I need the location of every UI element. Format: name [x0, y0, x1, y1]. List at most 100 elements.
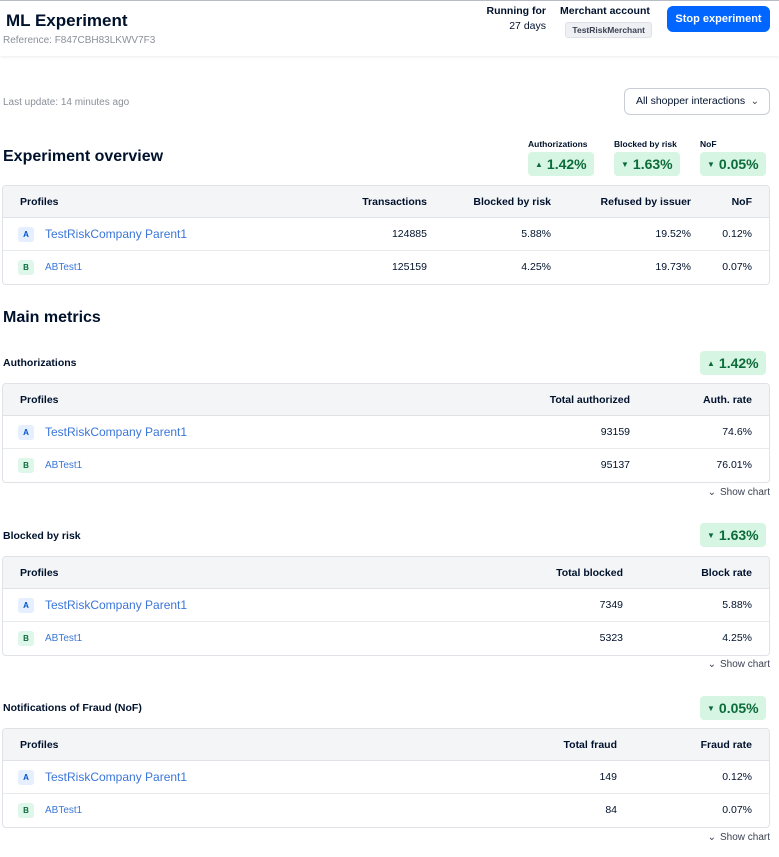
running-info: Running for 27 days	[486, 5, 546, 32]
table-row: A TestRiskCompany Parent1 149 0.12%	[3, 761, 769, 794]
arrow-up-icon: ▲	[535, 160, 543, 169]
blocked-value: 5.88%	[521, 228, 551, 240]
total-value: 7349	[599, 599, 623, 611]
chevron-down-icon: ⌄	[707, 487, 716, 498]
kpi-authorizations: Authorizations ▲ 1.42%	[528, 139, 594, 176]
col-total: Total authorized	[549, 394, 630, 406]
rate-value: 4.25%	[722, 632, 752, 644]
total-value: 5323	[599, 632, 623, 644]
show-chart-button[interactable]: ⌄ Show chart	[707, 487, 770, 498]
blocked-by-risk-table: Profiles Total blocked Block rate A Test…	[2, 556, 770, 656]
arrow-down-icon: ▼	[707, 160, 715, 169]
kpi-label: Authorizations	[528, 139, 588, 149]
transactions-value: 125159	[391, 261, 427, 273]
table-row: A TestRiskCompany Parent1 93159 74.6%	[3, 416, 769, 449]
table-row: A TestRiskCompany Parent1 7349 5.88%	[3, 589, 769, 622]
profile-tag: A	[18, 598, 34, 613]
section-badge: ▼ 1.63%	[700, 523, 766, 547]
table-header: Profiles Total authorized Auth. rate	[3, 384, 769, 416]
main-metrics-title: Main metrics	[3, 309, 101, 326]
rate-value: 76.01%	[716, 459, 752, 471]
total-value: 93159	[600, 426, 630, 438]
running-value: 27 days	[509, 20, 546, 32]
profile-link[interactable]: ABTest1	[45, 460, 83, 471]
arrow-down-icon: ▼	[707, 531, 715, 540]
authorizations-table: Profiles Total authorized Auth. rate A T…	[2, 383, 770, 483]
nof-table: Profiles Total fraud Fraud rate A TestRi…	[2, 728, 770, 828]
table-header: Profiles Transactions Blocked by risk Re…	[3, 186, 769, 218]
col-blocked-by-risk: Blocked by risk	[473, 196, 551, 208]
merchant-label: Merchant account	[560, 5, 650, 17]
profile-tag: B	[18, 631, 34, 646]
select-value: All shopper interactions	[636, 95, 746, 107]
merchant-tag: TestRiskMerchant	[565, 22, 652, 38]
section-title: Blocked by risk	[3, 530, 81, 542]
rate-value: 74.6%	[722, 426, 752, 438]
table-row: B ABTest1 125159 4.25% 19.73% 0.07%	[3, 251, 769, 284]
profile-link[interactable]: TestRiskCompany Parent1	[45, 425, 188, 439]
profile-tag: A	[18, 227, 34, 242]
chevron-down-icon: ⌄	[707, 832, 716, 843]
overview-title: Experiment overview	[3, 148, 164, 165]
show-chart-button[interactable]: ⌄ Show chart	[707, 832, 770, 843]
profile-tag: B	[18, 458, 34, 473]
profile-tag: B	[18, 260, 34, 275]
chevron-down-icon: ⌄	[707, 659, 716, 670]
nof-value: 0.12%	[722, 228, 752, 240]
col-rate: Auth. rate	[702, 394, 752, 406]
profile-link[interactable]: ABTest1	[45, 262, 83, 273]
col-profiles: Profiles	[20, 567, 59, 579]
col-transactions: Transactions	[362, 196, 427, 208]
last-update: Last update: 14 minutes ago	[3, 97, 130, 108]
col-total: Total blocked	[556, 567, 623, 579]
refused-value: 19.52%	[655, 228, 691, 240]
rate-value: 0.12%	[722, 771, 752, 783]
shopper-interactions-select[interactable]: All shopper interactions ⌄	[624, 88, 770, 115]
profile-link[interactable]: TestRiskCompany Parent1	[45, 770, 188, 784]
col-rate: Fraud rate	[700, 739, 752, 751]
col-total: Total fraud	[563, 739, 617, 751]
section-title: Authorizations	[3, 357, 77, 369]
kpi-label: Blocked by risk	[614, 139, 677, 149]
total-value: 95137	[600, 459, 630, 471]
table-row: A TestRiskCompany Parent1 124885 5.88% 1…	[3, 218, 769, 251]
arrow-down-icon: ▼	[707, 704, 715, 713]
profile-link[interactable]: ABTest1	[45, 633, 83, 644]
show-chart-button[interactable]: ⌄ Show chart	[707, 659, 770, 670]
col-profiles: Profiles	[20, 196, 59, 208]
rate-value: 0.07%	[722, 804, 752, 816]
experiment-header: ML Experiment Reference: F847CBH83LKWV7F…	[0, 0, 779, 56]
kpi-badge: ▲ 1.42%	[528, 152, 594, 176]
profile-link[interactable]: TestRiskCompany Parent1	[45, 598, 188, 612]
nof-value: 0.07%	[722, 261, 752, 273]
page-title: ML Experiment	[6, 11, 128, 30]
blocked-value: 4.25%	[521, 261, 551, 273]
profile-link[interactable]: ABTest1	[45, 805, 83, 816]
overview-table: Profiles Transactions Blocked by risk Re…	[2, 185, 770, 285]
chevron-down-icon: ⌄	[750, 96, 759, 107]
table-row: B ABTest1 95137 76.01%	[3, 449, 769, 482]
col-profiles: Profiles	[20, 394, 59, 406]
table-header: Profiles Total blocked Block rate	[3, 557, 769, 589]
arrow-down-icon: ▼	[621, 160, 629, 169]
total-value: 84	[605, 804, 617, 816]
kpi-blocked-by-risk: Blocked by risk ▼ 1.63%	[614, 139, 680, 176]
reference-id: Reference: F847CBH83LKWV7F3	[3, 35, 156, 46]
table-row: B ABTest1 84 0.07%	[3, 794, 769, 827]
col-nof: NoF	[731, 196, 752, 208]
profile-link[interactable]: TestRiskCompany Parent1	[45, 227, 188, 241]
profile-tag: A	[18, 770, 34, 785]
transactions-value: 124885	[391, 228, 427, 240]
col-refused-by-issuer: Refused by issuer	[600, 196, 691, 208]
refused-value: 19.73%	[655, 261, 691, 273]
table-header: Profiles Total fraud Fraud rate	[3, 729, 769, 761]
section-badge: ▲ 1.42%	[700, 351, 766, 375]
stop-experiment-button[interactable]: Stop experiment	[667, 6, 770, 32]
running-label: Running for	[486, 5, 546, 17]
kpi-nof: NoF ▼ 0.05%	[700, 139, 766, 176]
profile-tag: A	[18, 425, 34, 440]
col-profiles: Profiles	[20, 739, 59, 751]
col-rate: Block rate	[701, 567, 752, 579]
kpi-badge: ▼ 1.63%	[614, 152, 680, 176]
total-value: 149	[599, 771, 617, 783]
